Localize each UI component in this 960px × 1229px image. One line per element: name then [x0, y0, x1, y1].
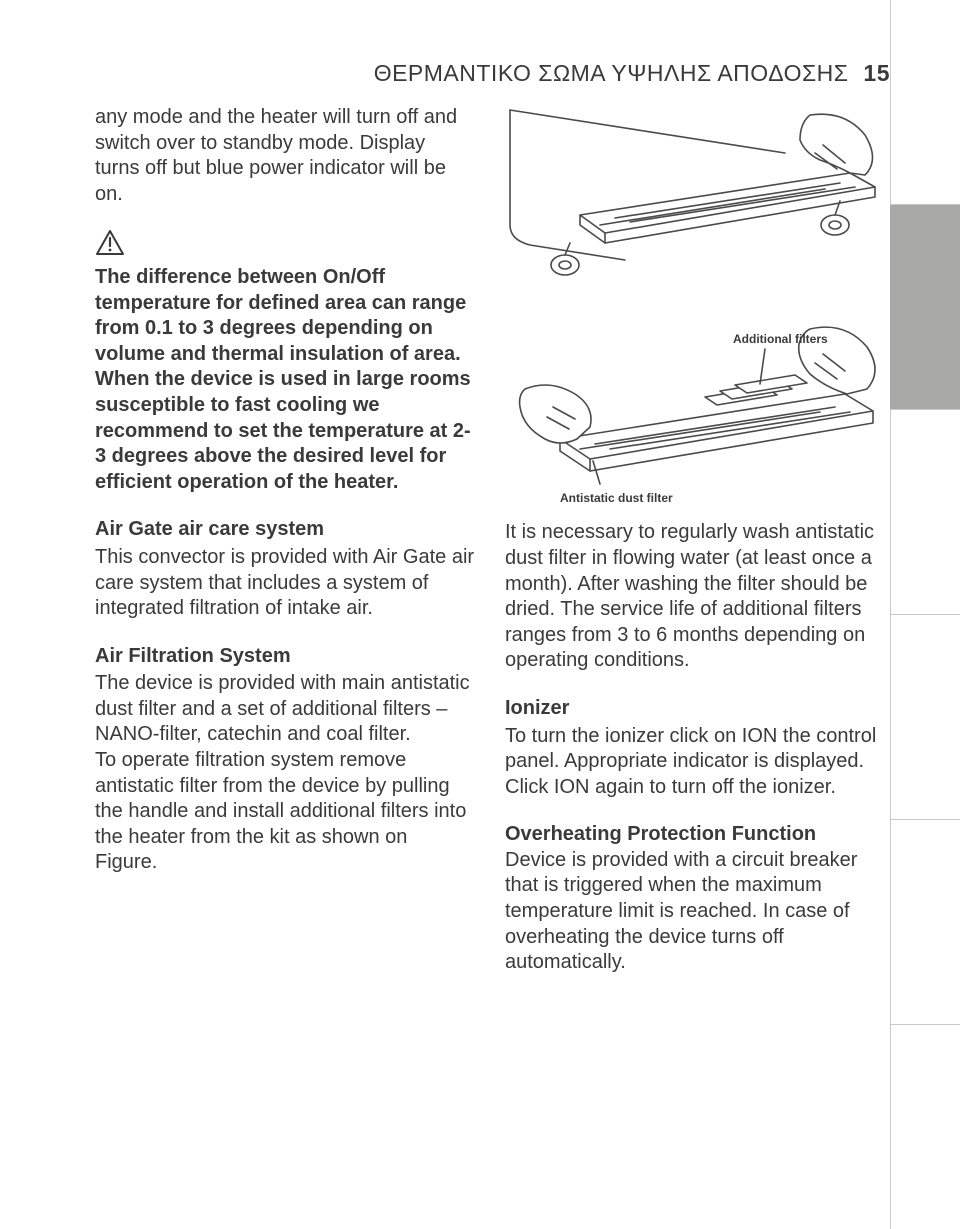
side-tab-1[interactable]	[890, 0, 960, 205]
filtration-body: The device is provided with main antista…	[95, 672, 470, 873]
warning-paragraph: The difference between On/Off temperatur…	[95, 265, 475, 495]
warning-icon	[95, 229, 125, 257]
side-tab-2[interactable]	[890, 205, 960, 410]
ionizer-body: To turn the ionizer click on ION the con…	[505, 724, 890, 801]
content-columns: any mode and the heater will turn off an…	[95, 105, 890, 998]
page-number: 15	[863, 60, 890, 86]
side-tabs	[890, 0, 960, 1229]
airgate-section: Air Gate air care system This convector …	[95, 517, 475, 621]
overheat-section: Overheating Protection Function Device i…	[505, 822, 890, 976]
filtration-heading: Air Filtration System	[95, 644, 475, 670]
label-additional-filters: Additional filters	[733, 332, 828, 346]
side-tab-3[interactable]	[890, 410, 960, 615]
side-tab-4[interactable]	[890, 615, 960, 820]
ionizer-heading: Ionizer	[505, 696, 890, 722]
figure-install-filters: Additional filters Antistatic dust filte…	[505, 299, 890, 506]
figure-remove-filter	[505, 105, 890, 285]
side-tab-6[interactable]	[890, 1025, 960, 1229]
airgate-heading: Air Gate air care system	[95, 517, 475, 543]
right-column: Additional filters Antistatic dust filte…	[505, 105, 890, 998]
filter-care-paragraph: It is necessary to regularly wash antist…	[505, 520, 890, 674]
label-antistatic-filter: Antistatic dust filter	[560, 491, 890, 506]
side-tab-5[interactable]	[890, 820, 960, 1025]
page-header: ΘΕΡΜΑΝΤΙΚΟ ΣΩΜΑ ΥΨΗΛΗΣ ΑΠΟΔΟΣΗΣ 15	[95, 60, 890, 87]
header-title: ΘΕΡΜΑΝΤΙΚΟ ΣΩΜΑ ΥΨΗΛΗΣ ΑΠΟΔΟΣΗΣ	[374, 60, 849, 86]
airgate-body: This convector is provided with Air Gate…	[95, 546, 474, 619]
overheat-body: Device is provided with a circuit breake…	[505, 849, 857, 973]
intro-paragraph: any mode and the heater will turn off an…	[95, 105, 475, 207]
filtration-section: Air Filtration System The device is prov…	[95, 644, 475, 876]
overheat-heading: Overheating Protection Function	[505, 823, 816, 845]
left-column: any mode and the heater will turn off an…	[95, 105, 475, 998]
